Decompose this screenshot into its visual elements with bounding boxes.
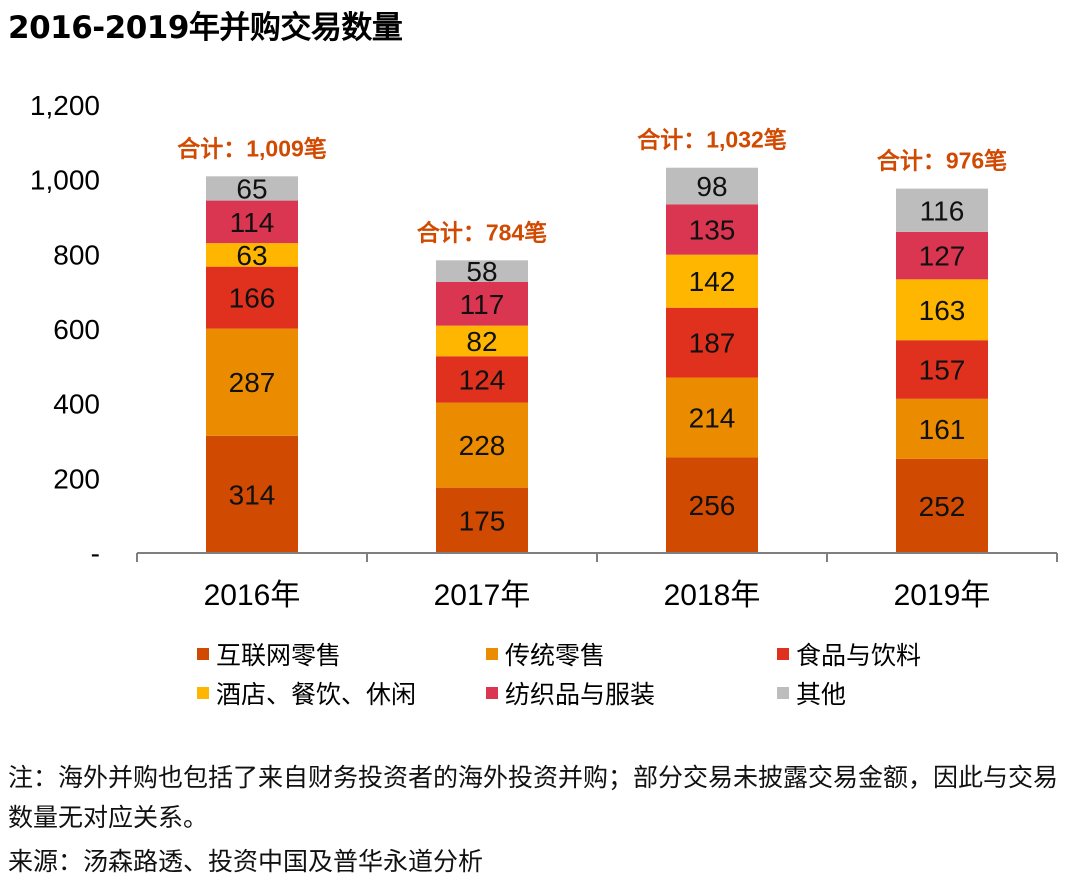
bar-segment — [896, 279, 988, 341]
legend-label: 互联网零售 — [216, 642, 341, 670]
bar-value-label: 142 — [689, 266, 736, 297]
y-tick-label: 200 — [53, 463, 100, 494]
legend-label: 其他 — [796, 681, 846, 709]
bar-segment — [206, 200, 298, 244]
x-tick-label: 2019年 — [894, 579, 991, 612]
bar-segment — [436, 402, 528, 488]
bar-total-label: 合计：1,032笔 — [637, 127, 787, 153]
y-tick-label: 800 — [53, 239, 100, 270]
legend-swatch — [777, 648, 789, 660]
bar-value-label: 175 — [459, 505, 506, 536]
bar-segment — [666, 457, 758, 553]
bar-value-label: 314 — [229, 479, 276, 510]
bar-segment — [666, 307, 758, 378]
y-tick-label: 1,200 — [30, 90, 100, 121]
bar-total-label: 合计：784笔 — [417, 219, 547, 245]
legend-label: 食品与饮料 — [796, 642, 921, 670]
bar-value-label: 114 — [230, 207, 275, 238]
bar-segment — [896, 188, 988, 232]
legend-label: 酒店、餐饮、休闲 — [216, 681, 416, 709]
bar-value-label: 166 — [229, 283, 276, 314]
bar-value-label: 65 — [236, 173, 267, 204]
source-note: 来源：汤森路透、投资中国及普华永道分析 — [8, 847, 484, 876]
bar-value-label: 63 — [236, 240, 267, 271]
bar-value-label: 287 — [229, 367, 276, 398]
bar-value-label: 127 — [919, 241, 966, 272]
bar-value-label: 135 — [689, 215, 736, 246]
legend-label: 纺织品与服装 — [505, 681, 655, 709]
y-tick-label: 400 — [53, 389, 100, 420]
bar-segment — [206, 328, 298, 436]
bar-segment — [436, 281, 528, 326]
bar-total-label: 合计：1,009笔 — [177, 135, 327, 161]
bar-value-label: 157 — [919, 355, 966, 386]
bar-segment — [206, 243, 298, 267]
bar-value-label: 117 — [460, 289, 505, 320]
bar-value-label: 82 — [466, 326, 497, 357]
x-tick-label: 2017年 — [434, 579, 531, 612]
bar-value-label: 98 — [696, 171, 727, 202]
bar-value-label: 124 — [459, 364, 506, 395]
bar-segment — [666, 167, 758, 205]
bar-value-label: 256 — [689, 490, 736, 521]
y-tick-label: 600 — [53, 314, 100, 345]
footnote: 注：海外并购也包括了来自财务投资者的海外投资并购；部分交易未披露交易金额，因此与… — [8, 763, 1059, 832]
bar-segment — [206, 435, 298, 553]
bar-value-label: 163 — [919, 295, 966, 326]
legend-swatch — [197, 687, 209, 699]
x-tick-label: 2018年 — [664, 579, 761, 612]
chart-title: 2016-2019年并购交易数量 — [8, 10, 403, 46]
legend-swatch — [777, 687, 789, 699]
bar-segment — [436, 356, 528, 403]
bar-segment — [666, 204, 758, 255]
bar-segment — [436, 487, 528, 553]
legend-swatch — [486, 648, 498, 660]
bar-segment — [896, 340, 988, 399]
bar-value-label: 58 — [466, 256, 497, 287]
legend-label: 传统零售 — [505, 642, 605, 670]
legend-swatch — [486, 687, 498, 699]
bar-segment — [436, 325, 528, 357]
bar-segment — [896, 458, 988, 553]
bar-value-label: 252 — [919, 491, 966, 522]
bar-segment — [666, 377, 758, 458]
bar-value-label: 116 — [920, 195, 965, 226]
bar-value-label: 187 — [689, 328, 736, 359]
y-tick-label: - — [91, 538, 100, 569]
bar-segment — [896, 398, 988, 459]
bar-value-label: 228 — [459, 430, 506, 461]
y-tick-label: 1,000 — [30, 165, 100, 196]
bar-segment — [436, 260, 528, 282]
bar-segment — [206, 176, 298, 201]
bar-value-label: 161 — [919, 414, 966, 445]
bar-segment — [666, 254, 758, 308]
bar-value-label: 214 — [689, 402, 736, 433]
bar-total-label: 合计：976笔 — [877, 148, 1007, 174]
legend-swatch — [197, 648, 209, 660]
bar-segment — [206, 266, 298, 329]
bar-segment — [896, 231, 988, 280]
x-tick-label: 2016年 — [204, 579, 301, 612]
